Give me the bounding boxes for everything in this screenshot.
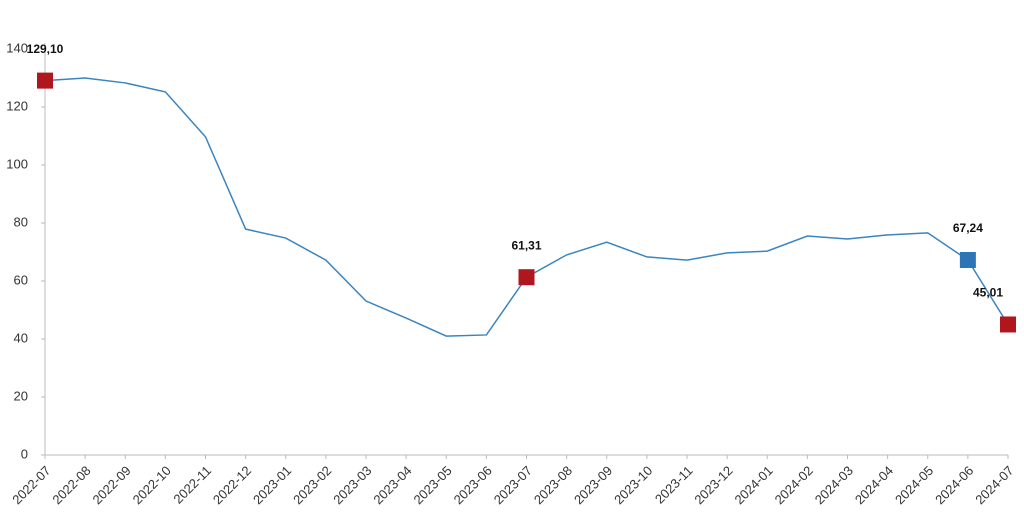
y-tick-label: 120 (6, 98, 28, 113)
x-tick-label: 2024-04 (852, 463, 896, 507)
y-tick-label: 20 (14, 388, 28, 403)
value-label: 61,31 (511, 238, 541, 252)
x-tick-label: 2022-12 (210, 463, 254, 507)
y-tick-label: 0 (21, 446, 28, 461)
x-tick-label: 2022-10 (130, 463, 174, 507)
x-tick-label: 2022-09 (89, 463, 133, 507)
x-tick-label: 2023-12 (691, 463, 735, 507)
x-tick-label: 2023-04 (370, 463, 414, 507)
marker (37, 72, 53, 89)
value-label: 129,10 (27, 42, 64, 56)
x-tick-label: 2022-11 (170, 463, 214, 507)
x-tick-label: 2022-08 (49, 463, 93, 507)
x-tick-label: 2022-07 (9, 463, 53, 507)
y-tick-label: 80 (14, 214, 28, 229)
value-label: 45,01 (973, 286, 1003, 300)
x-tick-label: 2024-01 (731, 463, 775, 507)
x-tick-label: 2023-01 (250, 463, 294, 507)
x-tick-label: 2024-07 (972, 463, 1016, 507)
y-tick-label: 60 (14, 272, 28, 287)
x-tick-label: 2024-05 (892, 463, 936, 507)
value-label: 67,24 (953, 221, 983, 235)
marker (1000, 316, 1016, 333)
x-tick-label: 2023-10 (611, 463, 655, 507)
x-tick-label: 2024-03 (812, 463, 856, 507)
x-tick-label: 2023-08 (531, 463, 575, 507)
marker (518, 269, 535, 286)
x-tick-label: 2024-06 (932, 463, 976, 507)
x-tick-label: 2023-11 (652, 463, 696, 507)
line (44, 77, 1009, 337)
y-tick-label: 100 (6, 156, 28, 171)
y-tick-label: 140 (6, 40, 28, 55)
x-tick-label: 2024-02 (772, 463, 816, 507)
x-tick-label: 2023-09 (571, 463, 615, 507)
x-tick-label: 2023-07 (491, 463, 535, 507)
x-tick-label: 2023-05 (410, 463, 454, 507)
marker (959, 252, 976, 269)
x-tick-label: 2023-02 (290, 463, 334, 507)
y-tick-label: 40 (14, 330, 28, 345)
x-tick-label: 2023-06 (451, 463, 495, 507)
x-tick-label: 2023-03 (330, 463, 374, 507)
